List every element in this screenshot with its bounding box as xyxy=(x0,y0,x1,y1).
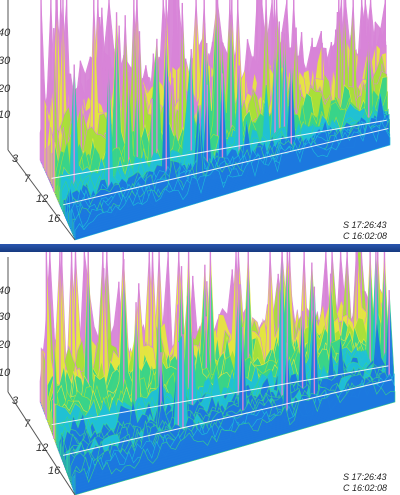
y-axis xyxy=(7,391,76,495)
grid-line xyxy=(51,119,387,179)
z-tick-10: 10 xyxy=(0,367,11,379)
z-tick-20: 20 xyxy=(0,339,11,351)
y-tick-12: 12 xyxy=(36,193,48,205)
timestamp-c: C 16:02:08 xyxy=(343,231,387,241)
z-tick-20: 20 xyxy=(0,83,11,95)
y-tick-12: 12 xyxy=(36,442,48,454)
grid-line xyxy=(51,365,389,426)
panel-divider xyxy=(0,244,400,252)
y-tick-3: 3 xyxy=(12,153,19,165)
grid-lines xyxy=(51,119,389,206)
surface-ridge xyxy=(74,379,396,495)
grid-lines xyxy=(51,365,392,456)
waterfall-surface-chart-top: 40 30 20 10 3 7 12 16 S 17:26:43 C 16:02… xyxy=(0,0,391,241)
y-axis xyxy=(7,149,76,241)
y-tick-3: 3 xyxy=(12,395,19,407)
y-tick-16: 16 xyxy=(48,213,61,225)
z-tick-40: 40 xyxy=(0,27,11,39)
y-tick-7: 7 xyxy=(24,418,31,430)
y-tick-7: 7 xyxy=(24,173,31,185)
surface-ridges xyxy=(39,252,396,495)
surface-ridge xyxy=(74,120,391,241)
z-tick-10: 10 xyxy=(0,109,11,121)
timestamp-s: S 17:26:43 xyxy=(343,220,387,230)
waterfall-panel-bottom: 40 30 20 10 3 7 12 16 S 17:26:43 C 16:02… xyxy=(0,252,400,495)
waterfall-panel-top: 40 30 20 10 3 7 12 16 S 17:26:43 C 16:02… xyxy=(0,0,400,244)
timestamp-c: C 16:02:08 xyxy=(343,483,387,493)
z-tick-30: 30 xyxy=(0,311,11,323)
waterfall-surface-chart-bottom: 40 30 20 10 3 7 12 16 S 17:26:43 C 16:02… xyxy=(0,252,396,495)
grid-line xyxy=(62,128,389,206)
z-tick-30: 30 xyxy=(0,55,11,67)
grid-line xyxy=(62,379,392,456)
timestamp-s: S 17:26:43 xyxy=(343,472,387,482)
surface-ridges xyxy=(39,0,391,241)
z-tick-40: 40 xyxy=(0,285,11,297)
y-tick-16: 16 xyxy=(48,465,61,477)
